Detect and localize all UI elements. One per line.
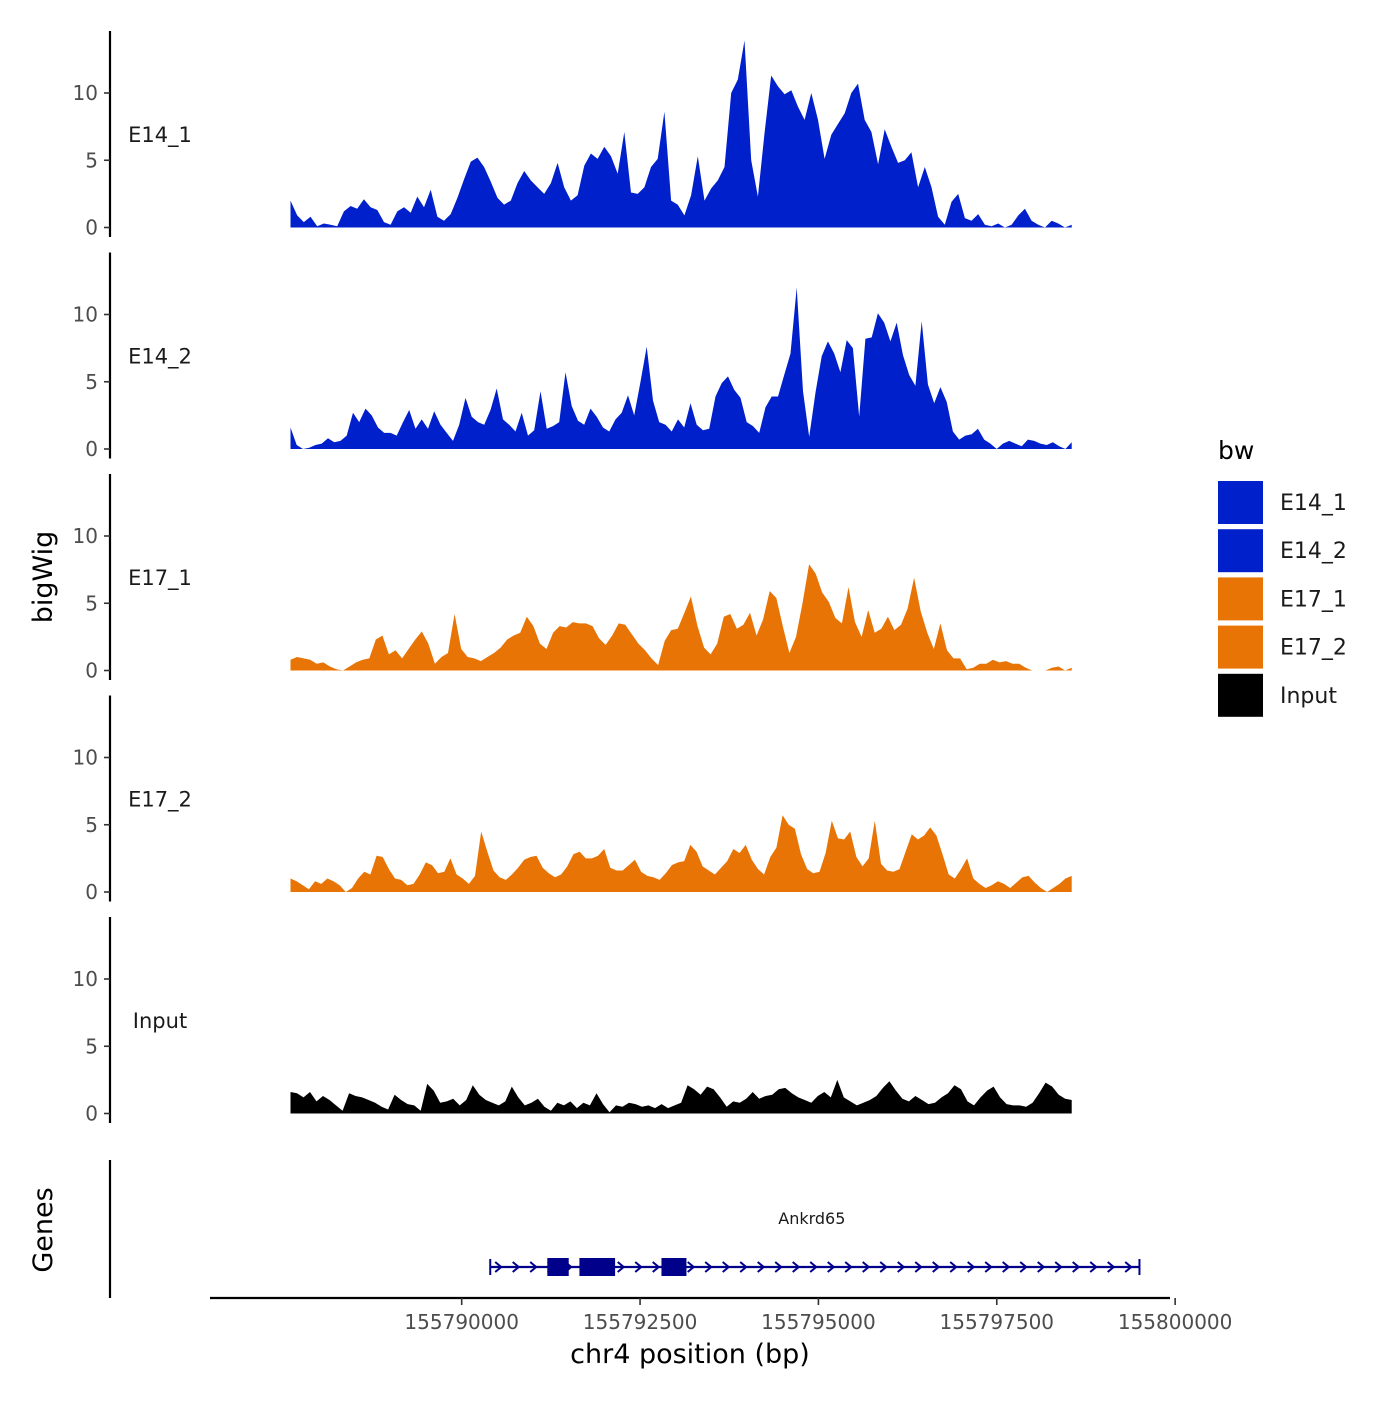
legend-label: E14_1: [1280, 491, 1347, 516]
legend-label: E17_2: [1280, 636, 1347, 661]
legend-title: bw: [1218, 436, 1254, 465]
track-label: E14_1: [128, 123, 192, 148]
strand-chevron: [1037, 1261, 1046, 1273]
gene-exon: [579, 1258, 616, 1276]
track-e14-2: 0 5 10 E14_2: [73, 252, 1072, 461]
strand-chevron: [932, 1261, 941, 1273]
y-tick-label: 10: [73, 524, 98, 548]
legend: bw E14_1 E14_2 E17_1 E17_2 Input: [1218, 436, 1347, 717]
y-tick-label: 0: [85, 1102, 98, 1126]
track-label: E17_1: [128, 566, 192, 591]
strand-chevron: [914, 1261, 923, 1273]
y-tick-label: 5: [85, 1034, 98, 1058]
strand-chevron: [494, 1261, 503, 1273]
strand-chevron: [617, 1261, 626, 1273]
y-tick-label: 10: [73, 303, 98, 327]
strand-chevron: [984, 1261, 993, 1273]
gene-exon: [547, 1258, 569, 1276]
strand-chevron: [687, 1261, 696, 1273]
y-tick-label: 10: [73, 81, 98, 105]
strand-chevron: [1072, 1261, 1081, 1273]
strand-chevron: [967, 1261, 976, 1273]
x-axis-title: chr4 position (bp): [570, 1339, 810, 1370]
strand-chevron: [1002, 1261, 1011, 1273]
x-tick-label: 155797500: [940, 1310, 1055, 1334]
strand-chevron: [739, 1261, 748, 1273]
y-tick-label: 5: [85, 591, 98, 615]
legend-swatch: [1218, 577, 1263, 621]
legend-swatch: [1218, 481, 1263, 524]
y-tick-label: 0: [85, 659, 98, 683]
y-tick-label: 10: [73, 746, 98, 770]
legend-swatch: [1218, 529, 1263, 573]
y-tick-label: 0: [85, 880, 98, 904]
y-tick-label: 5: [85, 370, 98, 394]
area-e17-1: [290, 564, 1072, 671]
strand-chevron: [757, 1261, 766, 1273]
genes-track-title: Genes: [28, 1187, 59, 1272]
strand-chevron: [897, 1261, 906, 1273]
strand-chevron: [1124, 1261, 1133, 1273]
strand-chevron: [1019, 1261, 1028, 1273]
track-input: 0 5 10 Input: [73, 917, 1072, 1126]
strand-chevron: [949, 1261, 958, 1273]
strand-chevron: [827, 1261, 836, 1273]
legend-label: E17_1: [1280, 587, 1347, 612]
x-tick-label: 155792500: [583, 1310, 698, 1334]
track-label: E14_2: [128, 345, 192, 370]
track-label: E17_2: [128, 788, 192, 813]
y-tick-label: 0: [85, 216, 98, 240]
legend-swatch: [1218, 673, 1263, 717]
strand-chevron: [634, 1261, 643, 1273]
y-axis-title: bigWig: [28, 531, 59, 624]
strand-chevron: [792, 1261, 801, 1273]
gene-exon: [661, 1258, 687, 1276]
legend-label: E14_2: [1280, 539, 1347, 564]
y-tick-label: 0: [85, 437, 98, 461]
strand-chevron: [512, 1261, 521, 1273]
track-e14-1: 0 5 10 E14_1: [73, 31, 1072, 240]
track-label: Input: [133, 1009, 187, 1033]
y-tick-label: 5: [85, 148, 98, 172]
strand-chevron: [879, 1261, 888, 1273]
strand-chevron: [652, 1261, 661, 1273]
x-tick-label: 155800000: [1118, 1310, 1233, 1334]
strand-chevron: [1054, 1261, 1063, 1273]
area-e14-1: [290, 40, 1072, 228]
gene-name-label: Ankrd65: [778, 1209, 845, 1228]
area-input: [290, 1079, 1072, 1114]
strand-chevron: [862, 1261, 871, 1273]
track-e17-2: 0 5 10 E17_2: [73, 695, 1072, 904]
track-e17-1: 0 5 10 E17_1: [73, 474, 1072, 683]
area-e14-2: [290, 287, 1072, 449]
strand-chevron: [844, 1261, 853, 1273]
strand-chevron: [1089, 1261, 1098, 1273]
x-tick-label: 155790000: [404, 1310, 519, 1334]
strand-chevron: [1107, 1261, 1116, 1273]
strand-chevron: [774, 1261, 783, 1273]
y-tick-label: 5: [85, 813, 98, 837]
strand-chevron: [529, 1261, 538, 1273]
y-tick-label: 10: [73, 967, 98, 991]
strand-chevron: [722, 1261, 731, 1273]
strand-chevron: [704, 1261, 713, 1273]
strand-chevron: [809, 1261, 818, 1273]
legend-label: Input: [1280, 684, 1337, 709]
area-e17-2: [290, 815, 1072, 892]
legend-swatch: [1218, 625, 1263, 669]
x-tick-label: 155795000: [761, 1310, 876, 1334]
